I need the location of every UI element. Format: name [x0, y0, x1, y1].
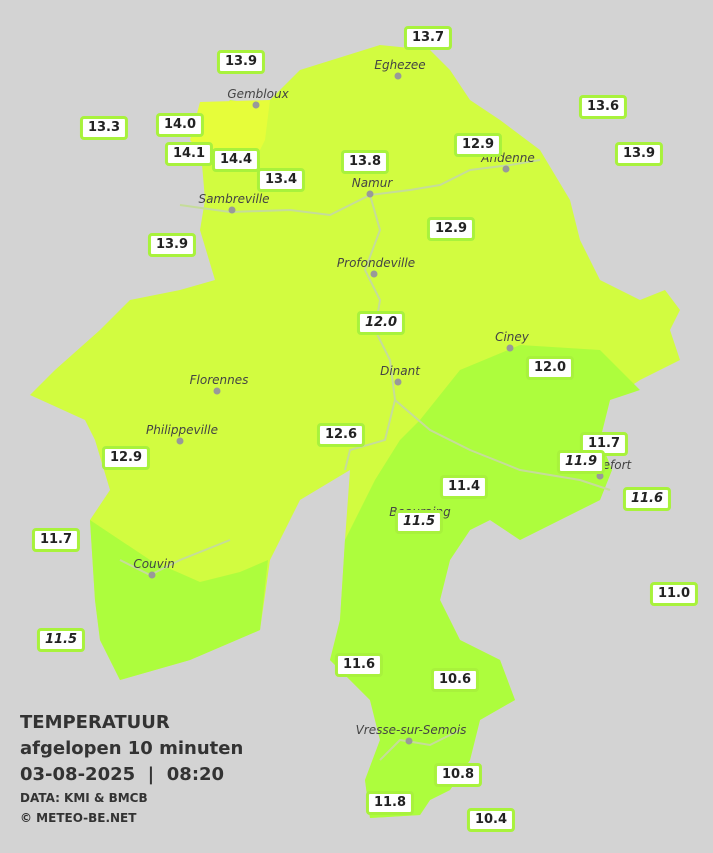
- copyright: © METEO-BE.NET: [20, 811, 137, 825]
- temperature-label: 11.8: [365, 791, 415, 815]
- city-label: Eghezee: [374, 58, 426, 72]
- temperature-label: 11.6: [622, 487, 672, 511]
- region-cool: [90, 520, 268, 680]
- temperature-label: 12.0: [525, 356, 575, 380]
- temperature-label: 13.7: [403, 26, 453, 50]
- temperature-label: 12.9: [101, 446, 151, 470]
- temperature-label: 12.0: [356, 311, 406, 335]
- temperature-label: 11.0: [649, 582, 699, 606]
- city-dot: [394, 378, 402, 386]
- city-dot: [596, 472, 604, 480]
- temperature-label: 14.1: [164, 142, 214, 166]
- temperature-label: 13.9: [614, 142, 664, 166]
- temperature-label: 11.7: [31, 528, 81, 552]
- city-label: Namur: [351, 176, 393, 190]
- city-label: Vresse-sur-Semois: [355, 723, 467, 737]
- temperature-label: 12.6: [316, 423, 366, 447]
- temperature-label: 11.9: [556, 450, 606, 474]
- city-label: Dinant: [380, 364, 420, 378]
- temperature-label: 10.8: [433, 763, 483, 787]
- temperature-label: 11.5: [36, 628, 86, 652]
- city-dot: [252, 101, 260, 109]
- temperature-label: 14.4: [211, 148, 261, 172]
- temperature-label: 13.3: [79, 116, 129, 140]
- temperature-label: 11.6: [334, 653, 384, 677]
- city-label: Gembloux: [227, 87, 289, 101]
- city-label: Philippeville: [146, 423, 218, 437]
- city-dot: [176, 437, 184, 445]
- city-dot: [148, 571, 156, 579]
- city-label: Florennes: [189, 373, 249, 387]
- city-label: Couvin: [133, 557, 175, 571]
- city-dot: [213, 387, 221, 395]
- title: TEMPERATUUR: [20, 712, 170, 733]
- city-dot: [228, 206, 236, 214]
- temperature-label: 13.4: [256, 168, 306, 192]
- temperature-label: 10.4: [466, 808, 516, 832]
- temperature-label: 13.8: [340, 150, 390, 174]
- city-label: Ciney: [495, 330, 529, 344]
- temperature-label: 12.9: [453, 133, 503, 157]
- temperature-label: 11.5: [394, 510, 444, 534]
- city-dot: [502, 165, 510, 173]
- rivers: [119, 159, 611, 761]
- city-label: Sambreville: [198, 192, 270, 206]
- timestamp: 03-08-2025 | 08:20: [20, 764, 225, 785]
- temperature-label: 13.9: [216, 50, 266, 74]
- subtitle: afgelopen 10 minuten: [20, 738, 244, 759]
- temperature-label: 11.4: [439, 475, 489, 499]
- temperature-label: 13.6: [578, 95, 628, 119]
- city-dot: [405, 737, 413, 745]
- city-dot: [370, 270, 378, 278]
- city-dot: [394, 72, 402, 80]
- legend: TEMPERATUUR afgelopen 10 minuten 03-08-2…: [20, 710, 243, 828]
- source: DATA: KMI & BMCB: [20, 791, 148, 805]
- temperature-label: 14.0: [155, 113, 205, 137]
- city-dot: [506, 344, 514, 352]
- city-label: Profondeville: [336, 256, 416, 270]
- temperature-label: 13.9: [147, 233, 197, 257]
- temperature-label: 10.6: [430, 668, 480, 692]
- temperature-label: 12.9: [426, 217, 476, 241]
- city-dot: [366, 190, 374, 198]
